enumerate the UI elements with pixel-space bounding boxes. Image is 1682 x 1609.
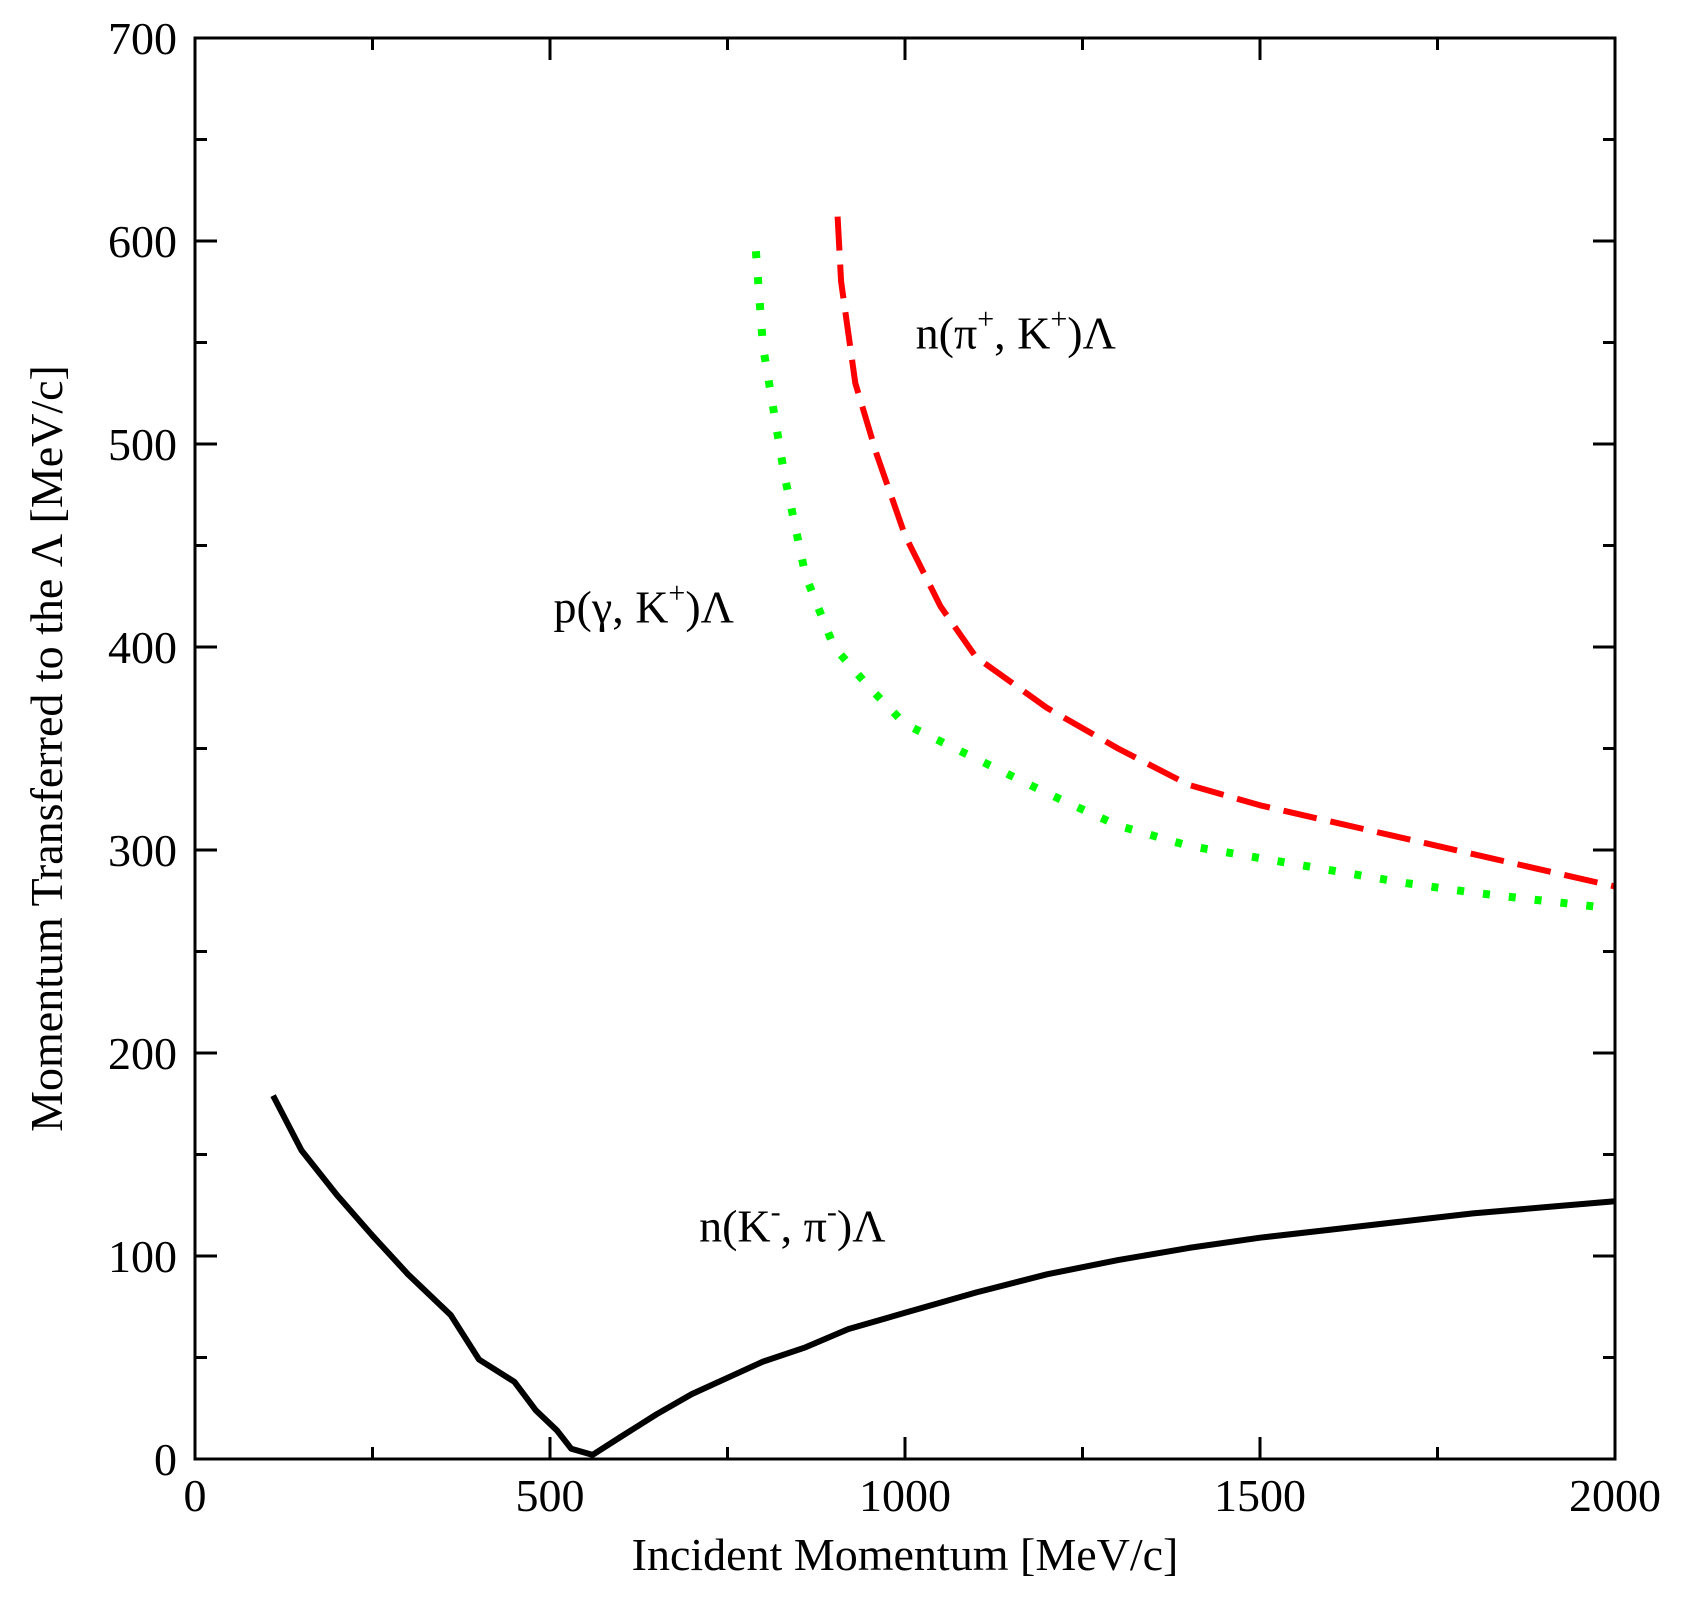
series-lines bbox=[270, 216, 1616, 1458]
x-tick-label: 1500 bbox=[1214, 1470, 1306, 1521]
annotation-part: , π bbox=[781, 1201, 827, 1252]
annotation-sup: + bbox=[1050, 302, 1067, 335]
tick-labels: 0 500 1000 1500 2000 0 100 200 300 400 500 600 700 bbox=[108, 13, 1661, 1521]
x-tick-label: 1000 bbox=[859, 1470, 951, 1521]
annotation-pi-plus-k-plus: n(π+, K+)Λ bbox=[916, 302, 1116, 358]
y-axis-title: Momentum Transferred to the Λ [MeV/c] bbox=[21, 365, 72, 1132]
annotation-gamma-k-plus: p(γ, K+)Λ bbox=[554, 576, 734, 632]
series-line-2 bbox=[834, 216, 1616, 890]
x-axis-title: Incident Momentum [MeV/c] bbox=[632, 1529, 1179, 1580]
annotation-part: n(K bbox=[699, 1201, 771, 1252]
y-tick-label: 200 bbox=[108, 1028, 177, 1079]
series-line-1 bbox=[751, 250, 1598, 911]
y-tick-label: 700 bbox=[108, 13, 177, 64]
annotation-sup: - bbox=[827, 1196, 837, 1229]
y-tick-label: 400 bbox=[108, 622, 177, 673]
x-tick-label: 500 bbox=[516, 1470, 585, 1521]
annotation-part: p(γ, K bbox=[554, 581, 669, 632]
plot-frame bbox=[193, 36, 1617, 1461]
annotation-part: )Λ bbox=[1067, 307, 1116, 358]
x-tick-label: 2000 bbox=[1569, 1470, 1661, 1521]
annotation-part: n(π bbox=[916, 307, 978, 358]
y-tick-label: 0 bbox=[154, 1434, 177, 1485]
y-tick-label: 300 bbox=[108, 825, 177, 876]
annotation-part: )Λ bbox=[685, 581, 734, 632]
axis-ticks bbox=[193, 36, 1617, 1461]
annotation-k-minus-pi-minus: n(K-, π-)Λ bbox=[699, 1196, 885, 1252]
y-tick-label: 500 bbox=[108, 419, 177, 470]
annotation-part: )Λ bbox=[837, 1201, 886, 1252]
x-tick-label: 0 bbox=[184, 1470, 207, 1521]
series-line-0 bbox=[270, 1094, 1616, 1458]
annotation-sup: + bbox=[668, 576, 685, 609]
annotation-sup: + bbox=[977, 302, 994, 335]
annotation-sup: - bbox=[771, 1196, 781, 1229]
y-tick-label: 100 bbox=[108, 1231, 177, 1282]
y-tick-label: 600 bbox=[108, 216, 177, 267]
annotation-part: , K bbox=[994, 307, 1050, 358]
